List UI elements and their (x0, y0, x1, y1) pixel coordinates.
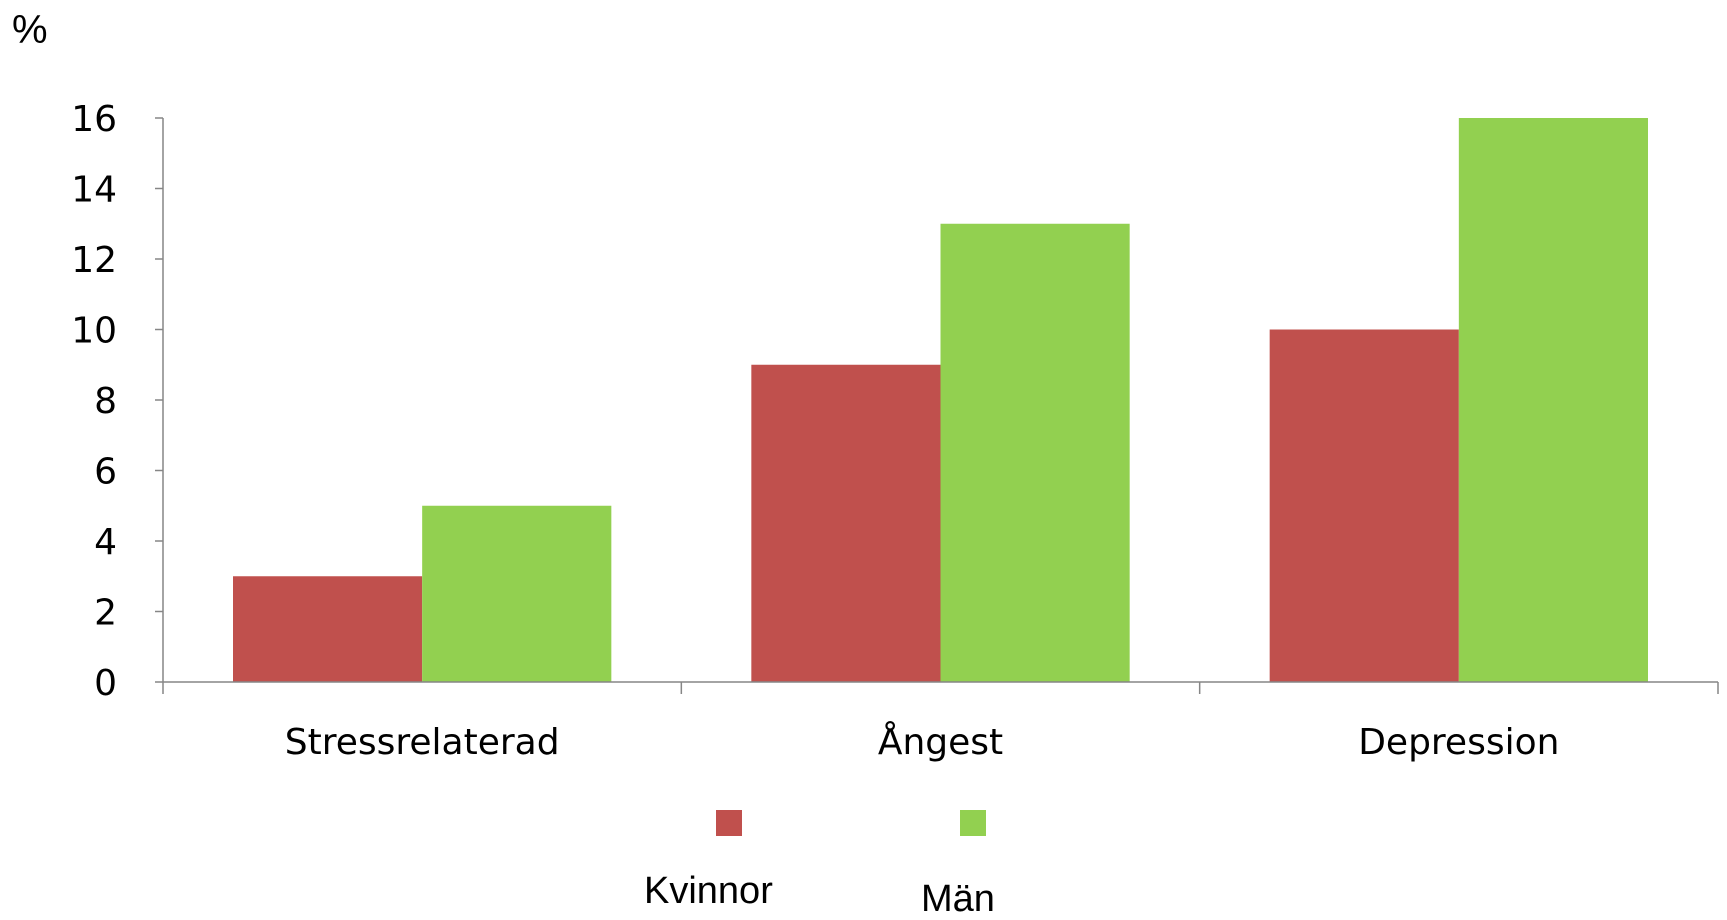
legend-swatch-man (960, 810, 986, 836)
y-tick-label: 2 (94, 593, 117, 634)
labels-layer: 0 2 4 6 8 10 12 14 16 Stressrelaterad Ångest Depres… (71, 99, 1559, 763)
x-category-label: Depression (1358, 722, 1559, 763)
legend-label-kvinnor: Kvinnor (644, 870, 773, 912)
legend-swatch-kvinnor (716, 810, 742, 836)
y-tick-label: 10 (71, 311, 117, 352)
axes-layer (155, 117, 1719, 694)
bar-kvinnor-1 (751, 364, 941, 682)
y-tick-label: 12 (71, 240, 117, 281)
bar-män-1 (940, 223, 1130, 682)
y-tick-label: 14 (71, 170, 117, 211)
y-tick-label: 4 (94, 522, 117, 563)
y-tick-label: 0 (94, 663, 117, 704)
bar-män-0 (422, 505, 612, 682)
y-tick-label: 16 (71, 99, 117, 140)
x-category-label: Stressrelaterad (285, 722, 560, 763)
y-unit-label: % (12, 8, 48, 52)
bar-kvinnor-0 (233, 576, 423, 682)
y-tick-label: 8 (94, 381, 117, 422)
x-category-label: Ångest (878, 720, 1003, 763)
bar-kvinnor-2 (1269, 329, 1459, 682)
y-tick-label: 6 (94, 452, 117, 493)
legend-label-man: Män (921, 878, 995, 920)
bars-layer (233, 118, 1648, 682)
bar-män-2 (1458, 118, 1648, 682)
